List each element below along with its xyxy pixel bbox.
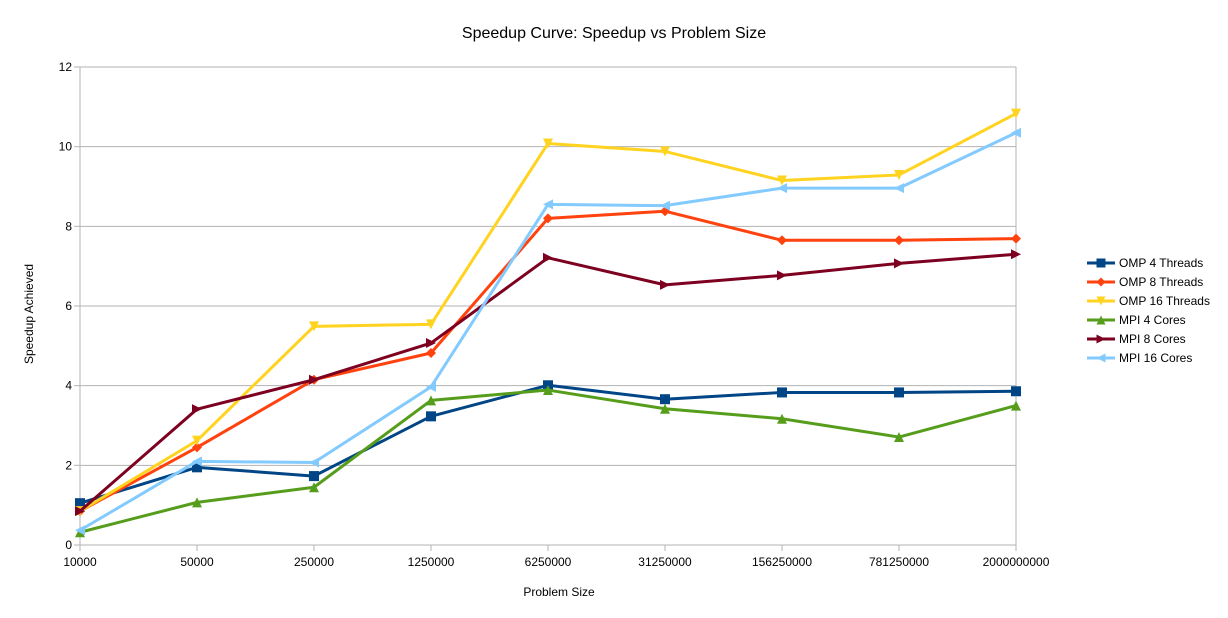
x-axis-ticks: 10000 50000 250000 1250000 6250000 31250000 15…: [63, 545, 1050, 569]
series-mpi-8-cores: [75, 249, 1021, 517]
data-point: [543, 138, 553, 149]
y-tick-label: 8: [65, 219, 72, 233]
legend-item: MPI 4 Cores: [1087, 313, 1186, 327]
data-point: [1011, 127, 1021, 138]
data-point: [777, 413, 787, 424]
data-point: [777, 270, 787, 281]
legend-item: MPI 16 Cores: [1087, 351, 1192, 365]
series-mpi-4-cores: [75, 385, 1021, 538]
y-tick-label: 10: [59, 140, 73, 154]
legend-label: MPI 4 Cores: [1119, 313, 1186, 327]
data-point: [192, 442, 202, 453]
data-point: [660, 403, 670, 414]
legend-item: OMP 16 Threads: [1087, 294, 1210, 308]
data-point: [894, 235, 904, 246]
data-point: [192, 497, 202, 508]
data-point: [894, 258, 904, 269]
data-point: [660, 279, 670, 290]
data-point: [192, 404, 202, 415]
data-point: [309, 482, 319, 493]
y-tick-label: 6: [65, 299, 72, 313]
data-point: [309, 457, 319, 468]
series-line: [79, 131, 1017, 532]
chart-title: Speedup Curve: Speedup vs Problem Size: [462, 25, 766, 42]
legend-marker: [1096, 277, 1106, 287]
data-point: [660, 200, 670, 211]
data-point: [426, 395, 436, 406]
series-line: [79, 112, 1017, 513]
series-mpi-16-cores: [75, 127, 1021, 536]
data-point: [426, 411, 436, 422]
legend-marker: [1096, 315, 1106, 325]
data-point: [543, 213, 553, 224]
data-point: [426, 338, 436, 349]
x-tick-label: 31250000: [638, 555, 692, 569]
x-tick-label: 6250000: [525, 555, 572, 569]
x-tick-label: 156250000: [752, 555, 812, 569]
data-point: [543, 252, 553, 263]
x-tick-label: 50000: [180, 555, 214, 569]
data-point: [192, 462, 202, 473]
data-point: [75, 506, 85, 517]
legend-label: OMP 8 Threads: [1119, 275, 1203, 289]
data-point: [894, 169, 904, 180]
y-tick-label: 12: [59, 60, 73, 74]
x-tick-label: 1250000: [408, 555, 455, 569]
data-point: [660, 394, 670, 405]
data-point: [309, 321, 319, 332]
series-omp-16-threads: [75, 108, 1021, 517]
data-point: [426, 319, 436, 330]
series-omp-4-threads: [75, 380, 1021, 509]
legend: OMP 4 Threads OMP 8 Threads OMP 16 Threads…: [1087, 256, 1210, 365]
data-point: [660, 146, 670, 157]
plot-area: [79, 67, 1017, 545]
x-tick-label: 2000000000: [983, 555, 1050, 569]
legend-item: OMP 8 Threads: [1087, 275, 1203, 289]
data-point: [1011, 400, 1021, 411]
x-axis-label: Problem Size: [523, 585, 595, 599]
legend-item: OMP 4 Threads: [1087, 256, 1203, 270]
data-point: [777, 175, 787, 186]
y-axis-label: Speedup Achieved: [22, 264, 36, 364]
data-point: [192, 435, 202, 446]
data-point: [192, 456, 202, 467]
y-tick-label: 2: [65, 458, 72, 472]
data-point: [1011, 386, 1021, 397]
data-point: [777, 183, 787, 194]
data-point: [426, 381, 436, 392]
y-tick-label: 0: [65, 538, 72, 552]
data-point: [543, 385, 553, 396]
data-point: [1011, 233, 1021, 244]
data-point: [777, 387, 787, 398]
data-point: [309, 374, 319, 385]
x-tick-label: 10000: [63, 555, 97, 569]
legend-marker: [1096, 296, 1106, 306]
data-point: [894, 387, 904, 398]
data-point: [894, 183, 904, 194]
data-point: [894, 432, 904, 443]
x-tick-label: 781250000: [869, 555, 929, 569]
x-tick-label: 250000: [294, 555, 334, 569]
data-point: [777, 235, 787, 246]
legend-item: MPI 8 Cores: [1087, 332, 1186, 346]
y-tick-label: 4: [65, 379, 72, 393]
data-point: [1011, 249, 1021, 260]
data-point: [309, 471, 319, 482]
data-point: [426, 348, 436, 359]
legend-marker: [1096, 353, 1106, 363]
legend-marker: [1096, 334, 1106, 344]
legend-label: OMP 16 Threads: [1119, 294, 1210, 308]
data-point: [1011, 108, 1021, 119]
data-point: [543, 199, 553, 210]
legend-label: MPI 16 Cores: [1119, 351, 1192, 365]
data-point: [75, 525, 85, 536]
data-point: [75, 498, 85, 509]
y-axis-ticks: 0 2 4 6 8 10 12: [59, 60, 73, 552]
series-group: [75, 108, 1021, 538]
legend-marker: [1096, 258, 1106, 268]
legend-label: MPI 8 Cores: [1119, 332, 1186, 346]
legend-label: OMP 4 Threads: [1119, 256, 1203, 270]
